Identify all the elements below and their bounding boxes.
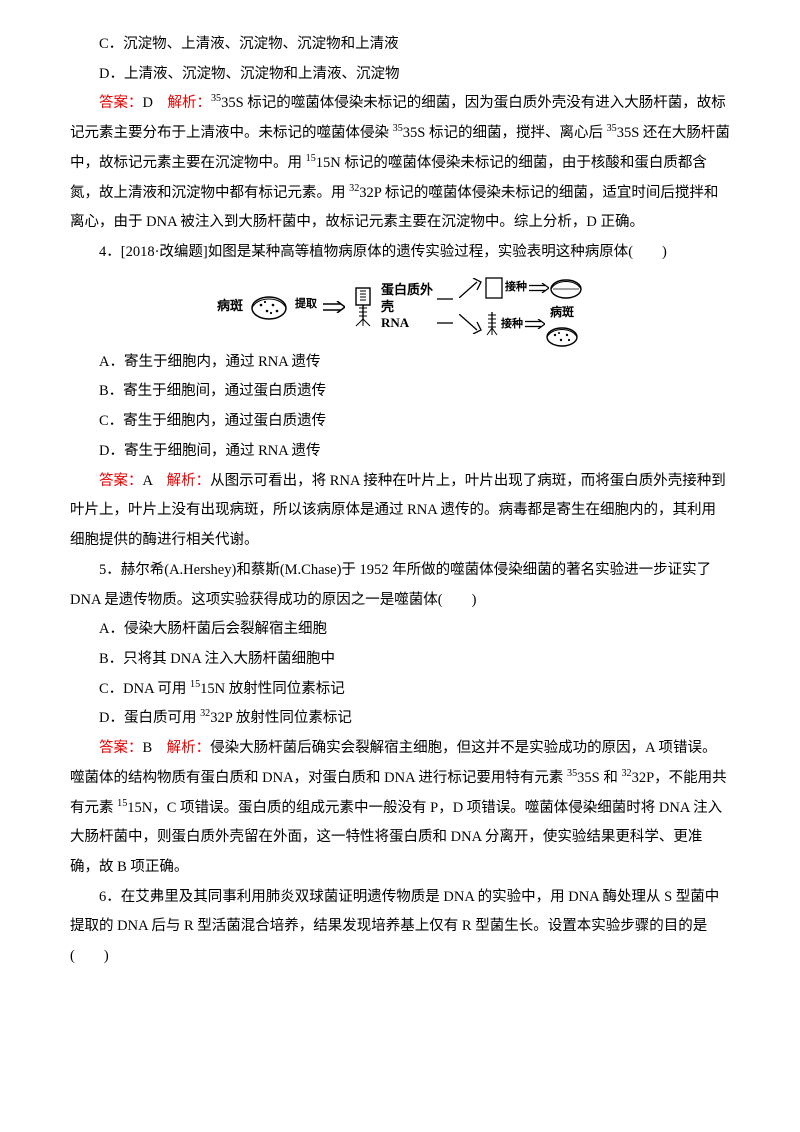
answer-label: 答案： bbox=[99, 740, 143, 756]
answer-label: 答案： bbox=[99, 95, 143, 111]
q5-answer-paragraph: 答案：B 解析：侵染大肠杆菌后确实会裂解宿主细胞，但这并不是实验成功的原因，A … bbox=[70, 734, 730, 883]
q5-option-b: B．只将其 DNA 注入大肠杆菌细胞中 bbox=[70, 645, 730, 675]
inoculate-label-bottom: 接种 bbox=[501, 313, 523, 336]
arrow-right-icon bbox=[323, 301, 345, 313]
line-icon bbox=[437, 321, 453, 325]
rna-tail-icon bbox=[485, 312, 499, 336]
q5-option-d: D．蛋白质可用 3232P 放射性同位素标记 bbox=[70, 704, 730, 734]
q4-answer-paragraph: 答案：A 解析：从图示可看出，将 RNA 接种在叶片上，叶片出现了病斑，而将蛋白… bbox=[70, 467, 730, 556]
q3-option-d: D．上清液、沉淀物、沉淀物和上清液、沉淀物 bbox=[70, 60, 730, 90]
q5-stem: 5．赫尔希(A.Hershey)和蔡斯(M.Chase)于 1952 年所做的噬… bbox=[70, 556, 730, 615]
protein-shell-label: 蛋白质外壳 bbox=[381, 282, 437, 315]
arrow-right-icon bbox=[529, 283, 549, 293]
analysis-label: 解析： bbox=[167, 95, 211, 111]
q4-option-c: C．寄生于细胞内，通过蛋白质遗传 bbox=[70, 407, 730, 437]
line-icon bbox=[437, 297, 453, 301]
leaf-clean-icon bbox=[549, 276, 583, 300]
analysis-label: 解析： bbox=[167, 473, 211, 489]
rna-label: RNA bbox=[381, 315, 437, 331]
arrow-up-right-icon bbox=[459, 278, 485, 298]
leaf-spotted-icon bbox=[545, 324, 579, 348]
q5-optc-a: C．DNA 可用 bbox=[99, 681, 190, 697]
q3-option-c: C．沉淀物、上清液、沉淀物、沉淀物和上清液 bbox=[70, 30, 730, 60]
q4-option-b: B．寄生于细胞间，通过蛋白质遗传 bbox=[70, 377, 730, 407]
dia-spots-label-2: 病斑 bbox=[550, 300, 574, 325]
q5-analysis-d: 15N，C 项错误。蛋白质的组成元素中一般没有 P，D 项错误。噬菌体侵染细菌时… bbox=[70, 800, 722, 875]
q5-optc-b: 15N 放射性同位素标记 bbox=[200, 681, 345, 697]
analysis-label: 解析： bbox=[167, 740, 211, 756]
document-body: C．沉淀物、上清液、沉淀物、沉淀物和上清液 D．上清液、沉淀物、沉淀物和上清液、… bbox=[70, 30, 730, 972]
q3-answer-letter: D bbox=[143, 95, 168, 111]
q3-answer-paragraph: 答案：D 解析：3535S 标记的噬菌体侵染未标记的细菌，因为蛋白质外壳没有进入… bbox=[70, 89, 730, 238]
q4-stem: 4．[2018·改编题]如图是某种高等植物病原体的遗传实验过程，实验表明这种病原… bbox=[70, 238, 730, 268]
q5-analysis-b: 35S 和 bbox=[577, 770, 621, 786]
extract-label: 提取 bbox=[295, 293, 317, 316]
q4-option-d: D．寄生于细胞间，通过 RNA 遗传 bbox=[70, 437, 730, 467]
q5-answer-letter: B bbox=[143, 740, 167, 756]
q5-optd-a: D．蛋白质可用 bbox=[99, 710, 200, 726]
answer-label: 答案： bbox=[99, 473, 143, 489]
q4-diagram: 病斑 提取 蛋白质外壳 bbox=[70, 276, 730, 338]
q4-option-a: A．寄生于细胞内，通过 RNA 遗传 bbox=[70, 348, 730, 378]
arrow-down-right-icon bbox=[459, 314, 485, 334]
q5-option-a: A．侵染大肠杆菌后会裂解宿主细胞 bbox=[70, 615, 730, 645]
phage-icon bbox=[351, 287, 375, 327]
capsid-box-icon bbox=[485, 277, 503, 299]
inoculate-label-top: 接种 bbox=[505, 276, 527, 299]
component-labels: 蛋白质外壳 RNA bbox=[381, 282, 453, 331]
q4-answer-letter: A bbox=[143, 473, 167, 489]
fork-group: 接种 bbox=[459, 276, 583, 338]
q5-option-c: C．DNA 可用 1515N 放射性同位素标记 bbox=[70, 675, 730, 705]
q6-stem: 6．在艾弗里及其同事利用肺炎双球菌证明遗传物质是 DNA 的实验中，用 DNA … bbox=[70, 883, 730, 972]
q5-optd-b: 32P 放射性同位素标记 bbox=[210, 710, 352, 726]
arrow-right-icon bbox=[525, 319, 545, 329]
q3-analysis-b: 35S 标记的细菌，搅拌、离心后 bbox=[403, 125, 607, 141]
leaf-spotted-icon bbox=[249, 292, 289, 322]
dia-spots-label: 病斑 bbox=[217, 293, 243, 320]
